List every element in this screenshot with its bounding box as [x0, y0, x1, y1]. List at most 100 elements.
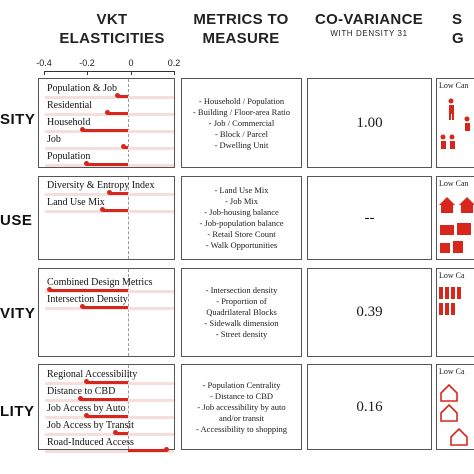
- elasticity-panel-connectivity: Combined Design Metrics Intersection Dens…: [38, 268, 175, 357]
- elasticity-item: Job Access by Auto: [39, 403, 174, 420]
- elasticity-item: Road-Induced Access: [39, 437, 174, 454]
- elasticity-point: [100, 207, 106, 212]
- covariance-box-connectivity: 0.39: [307, 268, 432, 357]
- elasticity-point: [121, 144, 127, 149]
- metrics-box-accessibility: - Population Centrality - Distance to CBD…: [181, 364, 302, 450]
- elasticity-point: [77, 396, 83, 401]
- row-label-density: SITY: [0, 111, 36, 128]
- elasticity-label: Job Access by Auto: [47, 403, 126, 414]
- elasticity-item: Distance to CBD: [39, 386, 174, 403]
- elasticity-label: Job Access by Transit: [47, 420, 134, 431]
- covariance-value: 0.16: [356, 398, 383, 415]
- header-covariance: CO-VARIANCE WITH DENSITY 31: [306, 10, 432, 39]
- metric-item: - Street density: [215, 329, 268, 339]
- metric-item: and/or transit: [218, 412, 265, 423]
- metric-item: - Household / Population: [198, 95, 285, 106]
- elasticity-label: Road-Induced Access: [47, 437, 134, 448]
- scale-label: Low Can: [439, 179, 469, 188]
- row-label-accessibility: LITY: [0, 403, 35, 420]
- metric-item: - Job-population balance: [199, 218, 284, 228]
- header-vkt-elasticities: VKT ELASTICITIES: [42, 10, 182, 48]
- metric-item: - Proportion of: [216, 296, 267, 306]
- covariance-box-land-use: --: [307, 176, 432, 260]
- elasticity-panel-density: Population & Job Residential Household Job P…: [38, 78, 175, 168]
- elasticity-bar: [86, 163, 128, 166]
- elasticity-label: Job: [47, 134, 61, 145]
- elasticity-point: [164, 447, 170, 452]
- item-rule: [45, 147, 174, 150]
- elasticity-label: Distance to CBD: [47, 386, 116, 397]
- axis-tick-label: -0.2: [79, 58, 95, 68]
- row-label-land-use: USE: [0, 212, 33, 229]
- elasticity-label: Combined Design Metrics: [47, 277, 153, 288]
- elasticity-bar: [80, 398, 128, 401]
- header-metrics-text: METRICS TO MEASURE: [193, 11, 289, 47]
- covariance-value: 0.39: [356, 304, 383, 320]
- elasticity-point: [83, 161, 89, 166]
- elasticity-item: Land Use Mix: [39, 197, 174, 214]
- zero-line: [127, 269, 130, 356]
- axis-tick: [174, 71, 175, 75]
- metric-item: - Job Mix: [224, 196, 259, 206]
- covariance-value: --: [364, 209, 375, 226]
- scale-label: Low Ca: [439, 367, 465, 376]
- covariance-box-accessibility: 0.16: [307, 364, 432, 450]
- axis-tick-label: 0: [128, 58, 134, 68]
- axis-tick-label: -0.4: [36, 58, 52, 68]
- elasticity-item: Regional Accessibility: [39, 369, 174, 386]
- scale-label: Low Ca: [439, 271, 465, 280]
- elasticity-bar: [82, 129, 128, 132]
- header-covariance-text: CO-VARIANCE: [314, 11, 424, 28]
- metric-item: - Population Centrality: [202, 379, 281, 390]
- elasticity-label: Population: [47, 151, 91, 162]
- elasticity-bar: [127, 449, 167, 452]
- metric-item: - Accessibility to shopping: [196, 423, 287, 434]
- axis-line: [44, 71, 174, 72]
- elasticity-label: Population & Job: [47, 83, 118, 94]
- elasticity-point: [114, 93, 120, 98]
- crowd-icons: [439, 287, 461, 315]
- scale-label: Low Can: [439, 81, 469, 90]
- metric-item: - Land Use Mix: [214, 185, 269, 195]
- metric-item: - Job-housing balance: [204, 207, 279, 217]
- elasticity-item: Job: [39, 134, 174, 151]
- metrics-box-connectivity: - Intersection density - Proportion of Qua…: [181, 268, 302, 357]
- elasticity-point: [106, 190, 112, 195]
- elasticity-panel-land-use: Diversity & Entropy Index Land Use Mix: [38, 176, 175, 260]
- axis-tick: [44, 71, 45, 75]
- elasticity-label: Household: [47, 117, 91, 128]
- metric-item: - Distance to CBD: [209, 390, 274, 401]
- metrics-box-land-use: - Land Use Mix - Job Mix - Job-housing bal…: [181, 176, 302, 260]
- elasticity-point: [104, 110, 110, 115]
- person-icons: [440, 98, 470, 149]
- elasticity-item: Combined Design Metrics: [39, 277, 174, 294]
- header-partial-text: S G: [452, 11, 464, 47]
- elasticity-bar: [86, 381, 128, 384]
- elasticity-item: Diversity & Entropy Index: [39, 180, 174, 197]
- elasticity-item: Population: [39, 151, 174, 168]
- metric-item: - Sidewalk dimension: [204, 318, 279, 328]
- elasticity-bar: [117, 95, 128, 98]
- elasticity-bar: [49, 289, 128, 292]
- metric-item: - Job accessibility by auto: [197, 401, 286, 412]
- row-label-connectivity: VITY: [0, 305, 36, 322]
- elasticity-item: Household: [39, 117, 174, 134]
- metric-item: - Building / Floor-area Ratio: [192, 106, 291, 117]
- axis-tick: [131, 71, 132, 75]
- elasticity-point: [79, 304, 85, 309]
- scale-box-connectivity: Low Ca: [436, 268, 474, 357]
- scale-box-land-use: Low Can: [436, 176, 474, 260]
- item-rule: [45, 96, 174, 99]
- metric-item: - Walk Opportunities: [205, 240, 278, 250]
- elasticity-item: Population & Job: [39, 83, 174, 100]
- zero-line: [127, 365, 130, 449]
- metric-item: - Block / Parcel: [214, 128, 269, 139]
- zero-line: [127, 177, 130, 259]
- metric-item: - Dwelling Unit: [214, 139, 269, 150]
- scale-box-density: Low Can: [436, 78, 474, 168]
- elasticity-item: Job Access by Transit: [39, 420, 174, 437]
- house-icons: [440, 383, 468, 446]
- metric-item: - Retail Store Count: [207, 229, 276, 239]
- elasticity-point: [83, 379, 89, 384]
- elasticity-point: [46, 287, 52, 292]
